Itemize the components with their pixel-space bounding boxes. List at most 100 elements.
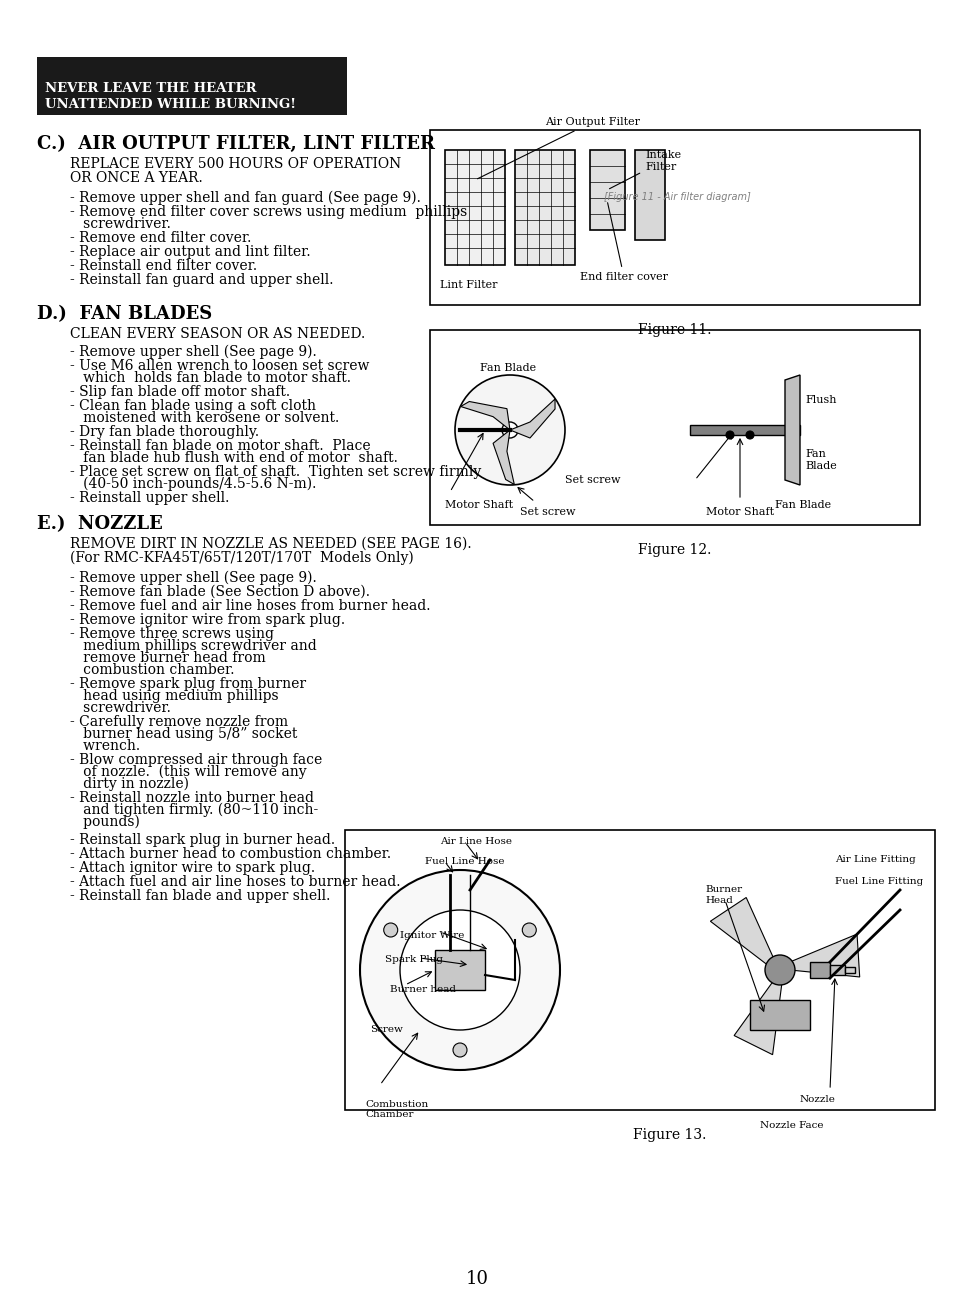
Circle shape — [521, 923, 536, 936]
Text: Motor Shaft: Motor Shaft — [444, 500, 513, 511]
Text: D.)  FAN BLADES: D.) FAN BLADES — [37, 306, 212, 323]
Polygon shape — [493, 430, 514, 485]
FancyBboxPatch shape — [345, 831, 934, 1110]
Text: Air Line Hose: Air Line Hose — [439, 837, 512, 846]
Text: Burner
Head: Burner Head — [704, 885, 741, 905]
Bar — [515, 150, 575, 265]
Circle shape — [399, 910, 519, 1030]
Text: combustion chamber.: combustion chamber. — [70, 663, 234, 677]
Bar — [829, 965, 844, 976]
Text: Fuel Line Hose: Fuel Line Hose — [424, 858, 504, 866]
Text: REMOVE DIRT IN NOZZLE AS NEEDED (SEE PAGE 16).: REMOVE DIRT IN NOZZLE AS NEEDED (SEE PAG… — [70, 537, 471, 551]
Text: wrench.: wrench. — [70, 739, 140, 754]
Bar — [689, 424, 800, 435]
FancyBboxPatch shape — [37, 57, 347, 115]
Polygon shape — [510, 400, 555, 438]
Polygon shape — [784, 375, 800, 485]
Text: remove burner head from: remove burner head from — [70, 650, 266, 665]
Text: 10: 10 — [465, 1269, 488, 1288]
Bar — [844, 966, 854, 973]
Text: CLEAN EVERY SEASON OR AS NEEDED.: CLEAN EVERY SEASON OR AS NEEDED. — [70, 326, 365, 341]
Text: medium phillips screwdriver and: medium phillips screwdriver and — [70, 639, 316, 653]
Text: pounds): pounds) — [70, 815, 140, 829]
Bar — [749, 1000, 809, 1030]
Text: - Attach fuel and air line hoses to burner head.: - Attach fuel and air line hoses to burn… — [70, 875, 400, 889]
Text: burner head using 5/8” socket: burner head using 5/8” socket — [70, 727, 297, 741]
Text: Air Output Filter: Air Output Filter — [477, 118, 639, 179]
Text: - Reinstall fan blade and upper shell.: - Reinstall fan blade and upper shell. — [70, 889, 330, 902]
Text: which  holds fan blade to motor shaft.: which holds fan blade to motor shaft. — [70, 371, 351, 385]
Text: [Figure 11 - Air filter diagram]: [Figure 11 - Air filter diagram] — [603, 192, 750, 202]
Text: - Attach burner head to combustion chamber.: - Attach burner head to combustion chamb… — [70, 848, 391, 861]
Circle shape — [725, 431, 733, 439]
Text: Figure 12.: Figure 12. — [638, 543, 711, 556]
Text: - Carefully remove nozzle from: - Carefully remove nozzle from — [70, 714, 288, 729]
Text: Screw: Screw — [370, 1025, 402, 1034]
Text: Fan
Blade: Fan Blade — [804, 449, 836, 470]
Text: Combustion
Chamber: Combustion Chamber — [365, 1100, 428, 1119]
Text: - Reinstall end filter cover.: - Reinstall end filter cover. — [70, 259, 257, 273]
Circle shape — [453, 1043, 467, 1057]
Text: screwdriver.: screwdriver. — [70, 217, 171, 231]
Text: Intake
Filter: Intake Filter — [609, 150, 680, 189]
Text: Spark Plug: Spark Plug — [385, 956, 442, 965]
Text: - Reinstall nozzle into burner head: - Reinstall nozzle into burner head — [70, 791, 314, 804]
Text: - Reinstall fan blade on motor shaft.  Place: - Reinstall fan blade on motor shaft. Pl… — [70, 439, 370, 453]
Text: - Remove fan blade (See Section D above).: - Remove fan blade (See Section D above)… — [70, 585, 370, 599]
Text: - Blow compressed air through face: - Blow compressed air through face — [70, 754, 322, 767]
Bar — [635, 150, 664, 240]
Text: - Remove fuel and air line hoses from burner head.: - Remove fuel and air line hoses from bu… — [70, 599, 430, 613]
Text: - Remove upper shell (See page 9).: - Remove upper shell (See page 9). — [70, 571, 316, 585]
Text: fan blade hub flush with end of motor  shaft.: fan blade hub flush with end of motor sh… — [70, 451, 397, 465]
Polygon shape — [788, 934, 859, 977]
Polygon shape — [460, 401, 510, 430]
Text: - Reinstall upper shell.: - Reinstall upper shell. — [70, 491, 229, 505]
Text: Fuel Line Fitting: Fuel Line Fitting — [834, 878, 923, 887]
Text: (For RMC-KFA45T/65T/120T/170T  Models Only): (For RMC-KFA45T/65T/120T/170T Models Onl… — [70, 551, 414, 565]
Bar — [589, 150, 624, 230]
Text: UNATTENDED WHILE BURNING!: UNATTENDED WHILE BURNING! — [45, 98, 295, 111]
Text: - Remove spark plug from burner: - Remove spark plug from burner — [70, 677, 306, 691]
Text: End filter cover: End filter cover — [579, 202, 667, 282]
Text: (40-50 inch-pounds/4.5-5.6 N-m).: (40-50 inch-pounds/4.5-5.6 N-m). — [70, 477, 316, 491]
Text: - Clean fan blade using a soft cloth: - Clean fan blade using a soft cloth — [70, 400, 315, 413]
Circle shape — [501, 422, 517, 438]
Text: Nozzle Face: Nozzle Face — [760, 1121, 822, 1130]
Polygon shape — [710, 897, 774, 966]
Text: REPLACE EVERY 500 HOURS OF OPERATION: REPLACE EVERY 500 HOURS OF OPERATION — [70, 157, 401, 171]
Text: - Dry fan blade thoroughly.: - Dry fan blade thoroughly. — [70, 424, 259, 439]
Circle shape — [359, 870, 559, 1070]
Text: - Replace air output and lint filter.: - Replace air output and lint filter. — [70, 246, 311, 259]
Text: - Use M6 allen wrench to loosen set screw: - Use M6 allen wrench to loosen set scre… — [70, 359, 369, 374]
Text: and tighten firmly. (80~110 inch-: and tighten firmly. (80~110 inch- — [70, 803, 318, 818]
Text: Set screw: Set screw — [564, 475, 619, 485]
Circle shape — [764, 955, 794, 985]
Text: Figure 11.: Figure 11. — [638, 323, 711, 337]
Text: Fan Blade: Fan Blade — [479, 363, 536, 374]
Circle shape — [455, 375, 564, 485]
Text: E.)  NOZZLE: E.) NOZZLE — [37, 515, 163, 533]
Text: Lint Filter: Lint Filter — [439, 279, 497, 290]
Text: - Remove ignitor wire from spark plug.: - Remove ignitor wire from spark plug. — [70, 613, 345, 627]
Text: - Slip fan blade off motor shaft.: - Slip fan blade off motor shaft. — [70, 385, 290, 400]
Text: - Place set screw on flat of shaft.  Tighten set screw firmly: - Place set screw on flat of shaft. Tigh… — [70, 465, 480, 479]
Text: Set screw: Set screw — [519, 507, 575, 517]
Text: screwdriver.: screwdriver. — [70, 701, 171, 714]
Text: Nozzle: Nozzle — [800, 1096, 835, 1105]
Text: Burner head: Burner head — [390, 986, 456, 994]
Text: Ignitor Wire: Ignitor Wire — [399, 930, 464, 939]
Text: Figure 13.: Figure 13. — [633, 1128, 706, 1141]
Circle shape — [383, 923, 397, 936]
Text: - Attach ignitor wire to spark plug.: - Attach ignitor wire to spark plug. — [70, 861, 314, 875]
Text: Motor Shaft: Motor Shaft — [705, 507, 773, 517]
Bar — [809, 963, 829, 978]
Text: - Remove upper shell (See page 9).: - Remove upper shell (See page 9). — [70, 345, 316, 359]
Text: Fan Blade: Fan Blade — [774, 500, 830, 511]
Text: OR ONCE A YEAR.: OR ONCE A YEAR. — [70, 171, 203, 185]
Text: Flush: Flush — [804, 394, 836, 405]
Text: moistened with kerosene or solvent.: moistened with kerosene or solvent. — [70, 411, 339, 424]
Text: C.)  AIR OUTPUT FILTER, LINT FILTER: C.) AIR OUTPUT FILTER, LINT FILTER — [37, 135, 435, 153]
Text: head using medium phillips: head using medium phillips — [70, 690, 278, 703]
Text: - Remove three screws using: - Remove three screws using — [70, 627, 274, 641]
FancyBboxPatch shape — [430, 131, 919, 306]
